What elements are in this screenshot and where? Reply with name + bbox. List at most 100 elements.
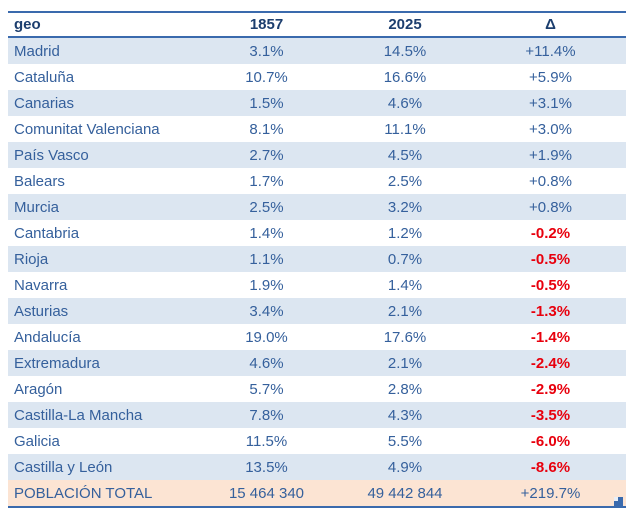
delta-cell[interactable]: -0.5% bbox=[530, 276, 571, 294]
value-1857-cell[interactable]: 1.5% bbox=[198, 90, 335, 116]
table-row: Madrid 3.1% 14.5% +11.4% bbox=[8, 37, 626, 64]
region-name-cell[interactable]: Extremadura bbox=[8, 350, 198, 376]
total-1857-cell[interactable]: 15 464 340 bbox=[198, 480, 335, 508]
total-2025-cell[interactable]: 49 442 844 bbox=[335, 480, 475, 508]
column-header-1857[interactable]: 1857 bbox=[198, 11, 335, 38]
value-2025-cell[interactable]: 4.3% bbox=[335, 402, 475, 428]
delta-cell[interactable]: -0.5% bbox=[475, 246, 626, 272]
table-row: Navarra 1.9% 1.4% -0.5% bbox=[8, 272, 626, 298]
delta-cell[interactable]: -3.5% bbox=[475, 402, 626, 428]
total-delta-cell[interactable]: +219.7% bbox=[475, 480, 626, 508]
value-1857-cell[interactable]: 10.7% bbox=[245, 68, 288, 86]
table-row: Andalucía 19.0% 17.6% -1.4% bbox=[8, 324, 626, 350]
value-2025-cell[interactable]: 1.4% bbox=[387, 276, 423, 294]
value-2025-cell[interactable]: 4.5% bbox=[335, 142, 475, 168]
value-2025-cell[interactable]: 2.1% bbox=[335, 350, 475, 376]
total-label-cell[interactable]: POBLACIÓN TOTAL bbox=[8, 480, 198, 508]
table-row: Cantabria 1.4% 1.2% -0.2% bbox=[8, 220, 626, 246]
value-2025-cell[interactable]: 14.5% bbox=[335, 37, 475, 64]
value-1857-cell[interactable]: 3.1% bbox=[198, 37, 335, 64]
value-2025-cell[interactable]: 3.2% bbox=[335, 194, 475, 220]
table-resize-handle-notch bbox=[614, 497, 618, 501]
region-name-cell[interactable]: Balears bbox=[14, 172, 65, 190]
total-row: POBLACIÓN TOTAL 15 464 340 49 442 844 +2… bbox=[8, 480, 626, 508]
value-2025-cell[interactable]: 17.6% bbox=[383, 328, 427, 346]
value-1857-cell[interactable]: 1.9% bbox=[249, 276, 284, 294]
region-name-cell[interactable]: Galicia bbox=[14, 432, 60, 450]
value-1857-cell[interactable]: 1.4% bbox=[249, 224, 284, 242]
value-2025-cell[interactable]: 0.7% bbox=[335, 246, 475, 272]
region-name-cell[interactable]: Castilla-La Mancha bbox=[8, 402, 198, 428]
region-name-cell[interactable]: Murcia bbox=[8, 194, 198, 220]
value-1857-cell[interactable]: 8.1% bbox=[249, 120, 284, 138]
table-row: Castilla y León 13.5% 4.9% -8.6% bbox=[8, 454, 626, 480]
value-1857-cell[interactable]: 19.0% bbox=[245, 328, 288, 346]
value-1857-cell[interactable]: 4.6% bbox=[198, 350, 335, 376]
value-2025-cell[interactable]: 5.5% bbox=[387, 432, 423, 450]
value-1857-cell[interactable]: 11.5% bbox=[245, 432, 288, 450]
table-row: Rioja 1.1% 0.7% -0.5% bbox=[8, 246, 626, 272]
table-body: Madrid 3.1% 14.5% +11.4% Cataluña 10.7% 16.6% +… bbox=[8, 37, 626, 480]
table-row: Canarias 1.5% 4.6% +3.1% bbox=[8, 90, 626, 116]
delta-cell[interactable]: +3.0% bbox=[529, 120, 572, 138]
delta-cell[interactable]: -2.9% bbox=[530, 380, 571, 398]
column-header-delta[interactable]: Δ bbox=[475, 11, 626, 38]
table-row: Extremadura 4.6% 2.1% -2.4% bbox=[8, 350, 626, 376]
header-row: geo 1857 2025 Δ bbox=[8, 11, 626, 38]
value-2025-cell[interactable]: 2.8% bbox=[387, 380, 423, 398]
value-1857-cell[interactable]: 1.1% bbox=[198, 246, 335, 272]
table-row: Castilla-La Mancha 7.8% 4.3% -3.5% bbox=[8, 402, 626, 428]
delta-cell[interactable]: -2.4% bbox=[475, 350, 626, 376]
value-2025-cell[interactable]: 11.1% bbox=[384, 120, 426, 138]
value-2025-cell[interactable]: 1.2% bbox=[387, 224, 423, 242]
table-row: País Vasco 2.7% 4.5% +1.9% bbox=[8, 142, 626, 168]
region-name-cell[interactable]: Aragón bbox=[14, 380, 63, 398]
value-1857-cell[interactable]: 2.7% bbox=[198, 142, 335, 168]
table-row: Aragón 5.7% 2.8% -2.9% bbox=[8, 376, 626, 402]
table-row: Balears 1.7% 2.5% +0.8% bbox=[8, 168, 626, 194]
table-row: Asturias 3.4% 2.1% -1.3% bbox=[8, 298, 626, 324]
value-1857-cell[interactable]: 7.8% bbox=[198, 402, 335, 428]
region-name-cell[interactable]: Canarias bbox=[8, 90, 198, 116]
table-row: Galicia 11.5% 5.5% -6.0% bbox=[8, 428, 626, 454]
delta-cell[interactable]: -6.0% bbox=[530, 432, 571, 450]
delta-cell[interactable]: +11.4% bbox=[475, 37, 626, 64]
value-2025-cell[interactable]: 4.9% bbox=[335, 454, 475, 480]
table-row: Comunitat Valenciana 8.1% 11.1% +3.0% bbox=[8, 116, 626, 142]
table-row: Cataluña 10.7% 16.6% +5.9% bbox=[8, 64, 626, 90]
column-header-2025[interactable]: 2025 bbox=[335, 11, 475, 38]
value-2025-cell[interactable]: 16.6% bbox=[383, 68, 427, 86]
delta-cell[interactable]: -1.4% bbox=[530, 328, 571, 346]
column-header-geo[interactable]: geo bbox=[8, 11, 198, 38]
table-resize-handle-icon[interactable] bbox=[614, 497, 623, 506]
delta-cell[interactable]: +0.8% bbox=[475, 194, 626, 220]
delta-cell[interactable]: -0.2% bbox=[530, 224, 571, 242]
table-row: Murcia 2.5% 3.2% +0.8% bbox=[8, 194, 626, 220]
delta-cell[interactable]: +5.9% bbox=[529, 68, 572, 86]
value-2025-cell[interactable]: 2.5% bbox=[387, 172, 423, 190]
value-1857-cell[interactable]: 3.4% bbox=[198, 298, 335, 324]
region-name-cell[interactable]: Asturias bbox=[8, 298, 198, 324]
region-name-cell[interactable]: Madrid bbox=[8, 37, 198, 64]
value-1857-cell[interactable]: 2.5% bbox=[198, 194, 335, 220]
delta-cell[interactable]: +3.1% bbox=[475, 90, 626, 116]
delta-cell[interactable]: +1.9% bbox=[475, 142, 626, 168]
value-1857-cell[interactable]: 1.7% bbox=[249, 172, 284, 190]
region-name-cell[interactable]: Castilla y León bbox=[8, 454, 198, 480]
region-name-cell[interactable]: Andalucía bbox=[14, 328, 81, 346]
region-name-cell[interactable]: Cantabria bbox=[14, 224, 80, 242]
value-2025-cell[interactable]: 2.1% bbox=[335, 298, 475, 324]
region-name-cell[interactable]: Rioja bbox=[8, 246, 198, 272]
delta-cell[interactable]: +0.8% bbox=[529, 172, 572, 190]
value-1857-cell[interactable]: 13.5% bbox=[198, 454, 335, 480]
region-name-cell[interactable]: Navarra bbox=[14, 276, 68, 294]
value-1857-cell[interactable]: 5.7% bbox=[249, 380, 284, 398]
region-name-cell[interactable]: Comunitat Valenciana bbox=[14, 120, 160, 138]
region-name-cell[interactable]: Cataluña bbox=[14, 68, 75, 86]
delta-cell[interactable]: -8.6% bbox=[475, 454, 626, 480]
population-table: geo 1857 2025 Δ Madrid 3.1% 14.5% +11.4% Cat… bbox=[8, 11, 626, 508]
delta-cell[interactable]: -1.3% bbox=[475, 298, 626, 324]
value-2025-cell[interactable]: 4.6% bbox=[335, 90, 475, 116]
region-name-cell[interactable]: País Vasco bbox=[8, 142, 198, 168]
